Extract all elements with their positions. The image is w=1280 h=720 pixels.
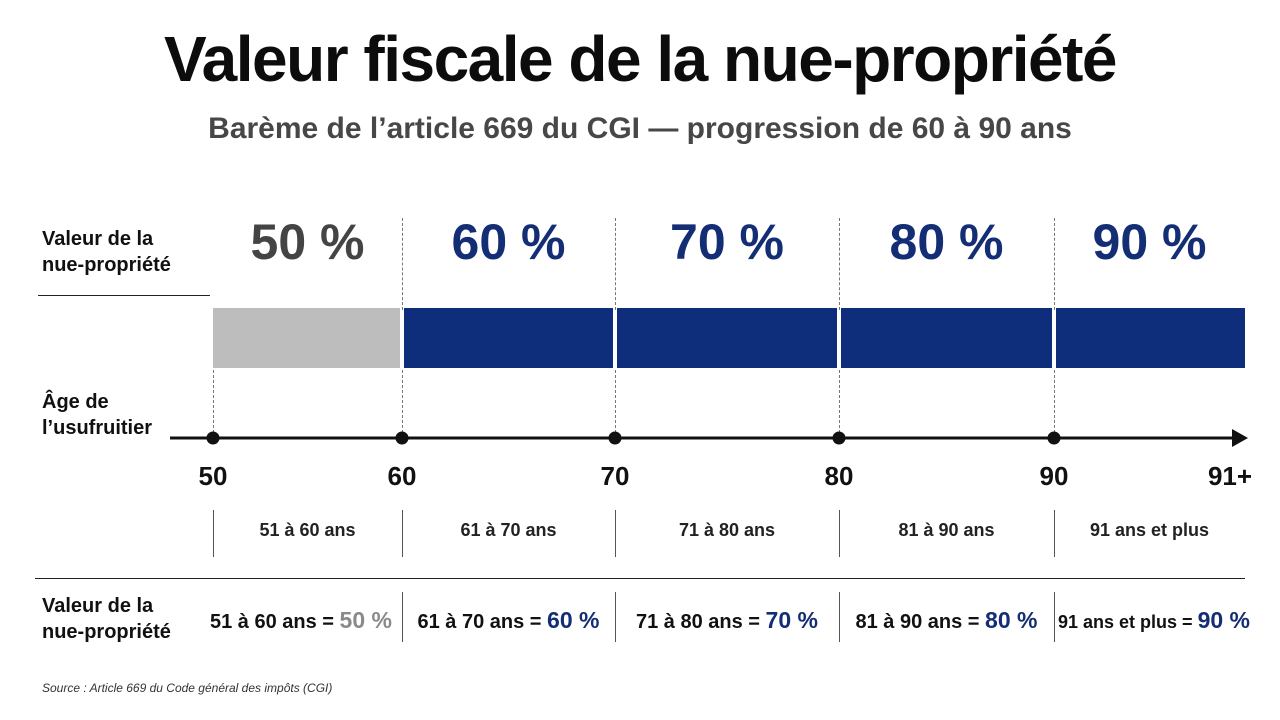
tick-label: 91+ [1207,461,1253,491]
summary-value: 50 % [339,607,392,633]
range-separator [213,510,214,557]
page-subtitle: Barème de l’article 669 du CGI — progres… [208,112,1072,145]
summary-value: 90 % [1197,607,1250,633]
axis-point [608,431,622,445]
tick-label: 70 [600,461,630,491]
percent-label-60: 60 % [451,214,566,270]
band-separator [615,218,616,310]
summary-range: 51 à 60 ans = [210,611,340,633]
summary-range: 61 à 70 ans = [417,611,548,633]
range-separator [615,510,616,557]
summary-value: 80 % [985,607,1038,633]
summary-label-line-1: Valeur de la [42,595,154,617]
percent-label-90: 90 % [1092,214,1207,270]
percent-label-80: 80 % [889,214,1004,270]
value-label-line-2: nue-propriété [42,254,171,276]
page-title: Valeur fiscale de la nue-propriété [163,23,1118,95]
bar-segment-70 [617,308,837,368]
summary-row-label: Valeur de la nue-propriété [42,593,171,645]
summary-value: 70 % [765,607,818,633]
bar-segment-50 [213,308,400,368]
axis-guide [839,370,840,438]
summary-separator [402,592,403,642]
age-range-label: 91 ans et plus [1089,520,1210,540]
bar-segment-80 [841,308,1052,368]
label-underline [38,295,210,296]
summary-range: 71 à 80 ans = [636,611,766,633]
summary-separator [839,592,840,642]
summary-divider [35,578,1245,579]
summary-label-line-2: nue-propriété [42,621,171,643]
source-note: Source : Article 669 du Code général des… [42,681,333,695]
value-row-label: Valeur de la nue-propriété [42,226,171,278]
age-label-line-2: l’usufruitier [42,417,153,439]
axis-point [395,431,409,445]
axis-guide [213,370,214,438]
age-axis [170,429,1248,447]
band-separator [402,218,403,310]
bar-segment-60 [404,308,613,368]
age-range-label: 71 à 80 ans [678,520,776,540]
axis-arrow-icon [1232,429,1248,447]
value-label-line-1: Valeur de la [42,228,154,250]
axis-guide [1054,370,1055,438]
age-label-line-1: Âge de [42,391,109,413]
axis-point [1047,431,1061,445]
band-separator [839,218,840,310]
summary-cell-60: 61 à 70 ans = 60 % [402,607,615,637]
summary-cell-70: 71 à 80 ans = 70 % [615,607,839,637]
summary-range: 91 ans et plus = [1058,612,1198,632]
axis-guide [615,370,616,438]
range-separator [402,510,403,557]
range-separator [1054,510,1055,557]
tick-label: 50 [198,461,228,491]
age-range-label: 51 à 60 ans [259,520,356,540]
summary-range: 81 à 90 ans = [855,611,986,633]
summary-separator [1054,592,1055,642]
age-row-label: Âge de l’usufruitier [42,389,152,441]
percent-label-50: 50 % [250,214,365,270]
axis-point [206,431,220,445]
summary-separator [615,592,616,642]
range-separator [839,510,840,557]
summary-cell-80: 81 à 90 ans = 80 % [839,607,1054,637]
tick-label: 90 [1039,461,1069,491]
tick-label: 80 [824,461,854,491]
age-range-label: 61 à 70 ans [460,520,557,540]
summary-cell-90: 91 ans et plus = 90 % [1054,607,1254,637]
axis-point [832,431,846,445]
percent-label-70: 70 % [670,214,784,270]
axis-guide [402,370,403,438]
age-range-label: 81 à 90 ans [898,520,995,540]
bar-segment-90 [1056,308,1245,368]
band-separator [1054,218,1055,310]
summary-value: 60 % [547,607,600,633]
summary-cell-50: 51 à 60 ans = 50 % [200,607,402,637]
tick-label: 60 [387,461,417,491]
